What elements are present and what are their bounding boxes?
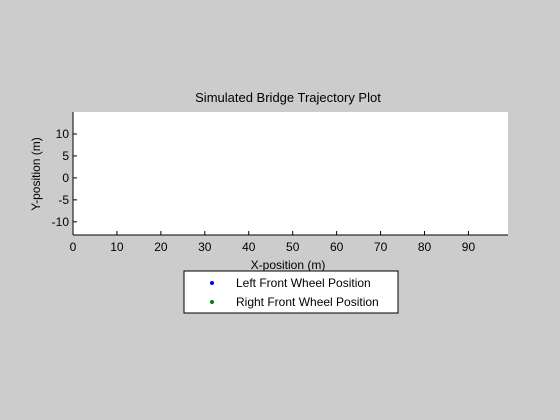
x-axis-label: X-position (m) [251, 258, 326, 272]
y-axis-label: Y-position (m) [29, 137, 43, 211]
legend-label: Left Front Wheel Position [236, 276, 371, 290]
plot-area [73, 112, 508, 235]
legend-marker [210, 300, 214, 304]
x-tick-label: 70 [374, 240, 388, 254]
legend: Left Front Wheel Position Right Front Whe… [183, 270, 399, 314]
x-tick-label: 20 [154, 240, 168, 254]
x-tick-label: 90 [462, 240, 476, 254]
x-tick-label: 60 [330, 240, 344, 254]
x-tick-label: 80 [418, 240, 432, 254]
legend-label: Right Front Wheel Position [236, 295, 379, 309]
x-tick-label: 10 [110, 240, 124, 254]
y-tick-label: -10 [52, 215, 70, 229]
legend-marker [210, 281, 214, 285]
y-tick-label: 0 [62, 171, 69, 185]
y-tick-label: 5 [62, 149, 69, 163]
y-tick-label: 10 [56, 127, 70, 141]
x-tick-label: 40 [242, 240, 256, 254]
x-tick-label: 0 [70, 240, 77, 254]
x-tick-label: 30 [198, 240, 212, 254]
x-tick-label: 50 [286, 240, 300, 254]
y-tick-label: -5 [58, 193, 69, 207]
legend-box [183, 270, 399, 314]
axes: 0 10 20 30 40 50 60 70 80 90 -10 -5 0 5 10 [52, 112, 508, 254]
chart-title: Simulated Bridge Trajectory Plot [195, 90, 381, 105]
